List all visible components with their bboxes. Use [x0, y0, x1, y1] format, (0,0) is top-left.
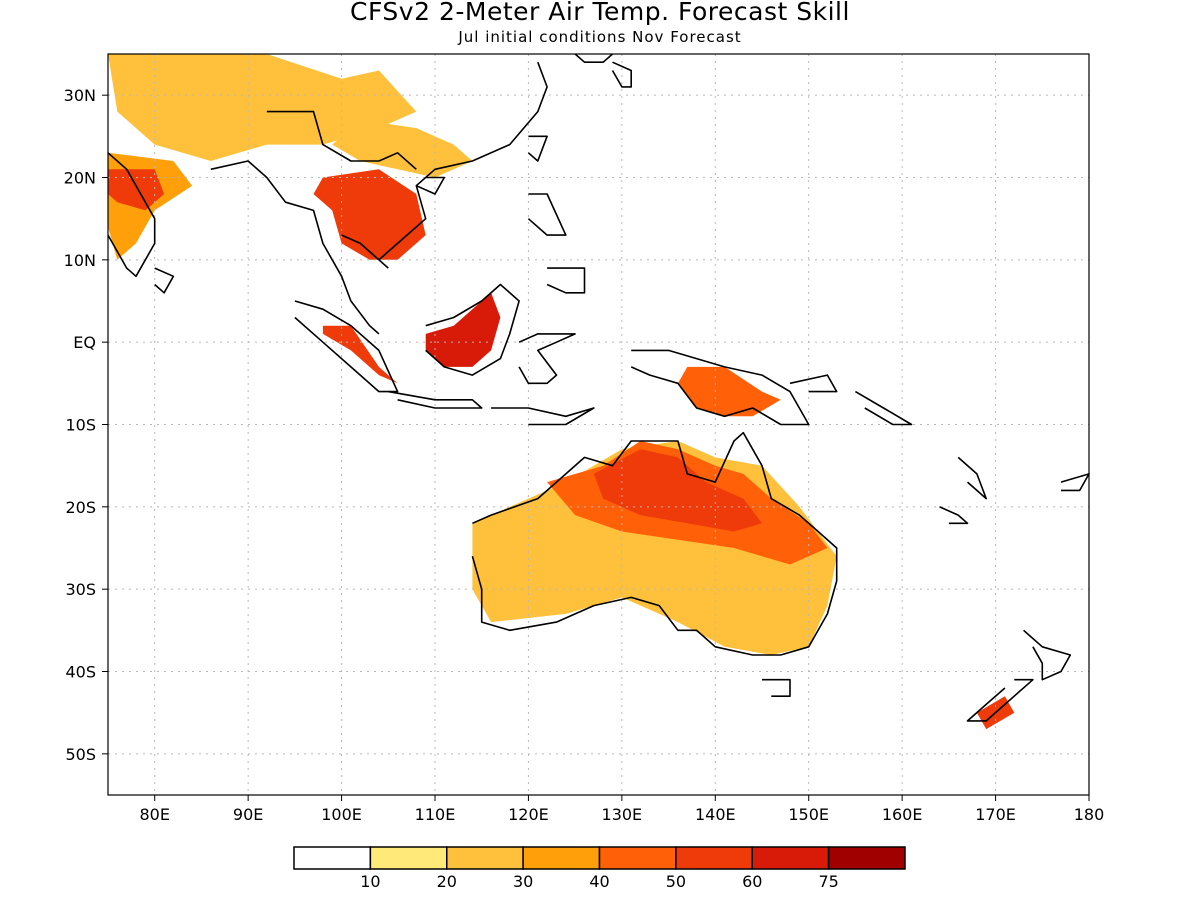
lon-tick-label: 80E [139, 805, 169, 824]
coastline-new-guinea [630, 349, 810, 426]
skill-region-borneo [425, 292, 501, 367]
skill-region-india-core [108, 169, 165, 211]
map-title: CFSv2 2-Meter Air Temp. Forecast Skill [350, 0, 850, 26]
lat-tick-label: 10S [65, 416, 96, 435]
coastline-tasmania [762, 678, 791, 698]
coastline-sulawesi [518, 333, 576, 385]
coastline-nz-south [966, 678, 1034, 722]
coastline-taiwan [527, 135, 548, 162]
coastline-luzon [527, 193, 567, 236]
coastline-java [388, 390, 483, 409]
lat-tick-label: EQ [73, 333, 96, 352]
coastline-india [107, 152, 156, 278]
lon-tick-label: 150E [788, 805, 829, 824]
coastline-hainan [415, 176, 446, 195]
lon-tick-label: 90E [233, 805, 263, 824]
colorbar-label: 30 [513, 872, 533, 891]
colorbar-label: 20 [437, 872, 457, 891]
coastline-gulf-thailand [341, 234, 389, 269]
lon-tick-label: 180 [1074, 805, 1105, 824]
map-subtitle: Jul initial conditions Nov Forecast [458, 28, 742, 46]
colorbar-swatch [675, 846, 753, 870]
coastline-bay-bengal-east [210, 160, 380, 335]
coastlines [107, 53, 1090, 722]
skill-region-australia-core [593, 449, 762, 532]
skill-region-china-south [332, 119, 473, 178]
colorbar-swatch [446, 846, 524, 870]
skill-region-new-guinea [677, 366, 781, 417]
colorbar: 10 20 30 40 50 60 75 [293, 846, 906, 891]
lon-tick-label: 110E [415, 805, 456, 824]
lon-tick-label: 160E [882, 805, 923, 824]
coastline-lesser-sunda [491, 407, 595, 426]
lon-tick-label: 170E [975, 805, 1016, 824]
coastline-nz-north [1023, 629, 1072, 681]
lat-tick-label: 30N [64, 86, 96, 105]
coastline-solomons [854, 390, 913, 426]
colorbar-label: 10 [360, 872, 380, 891]
axis-ticks: 80E 90E 100E 110E 120E 130E 140E 150E 160E 170E 18… [64, 86, 1105, 824]
coastline-korea-coast [574, 53, 614, 64]
colorbar-swatch [827, 846, 906, 870]
skill-region-indochina [313, 169, 426, 260]
coastline-south-china-coast [378, 61, 548, 261]
lon-tick-label: 130E [602, 805, 643, 824]
coastline-sri-lanka [154, 267, 175, 294]
gridlines [108, 54, 1089, 795]
coastline-sumatra [294, 300, 399, 393]
colorbar-swatch [369, 846, 448, 870]
colorbar-label: 60 [742, 872, 762, 891]
coastline-australia [471, 431, 838, 656]
colorbar-swatch [293, 846, 372, 870]
coastline-new-britain [789, 374, 838, 393]
lat-tick-label: 20S [65, 498, 96, 517]
skill-region-south-asia-north [108, 54, 417, 161]
colorbar-label: 75 [818, 872, 838, 891]
lat-tick-label: 50S [65, 745, 96, 764]
skill-fill-layer [108, 54, 1015, 730]
lat-tick-label: 40S [65, 663, 96, 682]
colorbar-label: 40 [589, 872, 609, 891]
skill-region-sumatra [322, 325, 398, 384]
coastline-japan-kyushu [611, 61, 633, 88]
lat-tick-label: 20N [64, 169, 96, 188]
colorbar-swatch [751, 846, 830, 870]
coastline-fiji [1060, 473, 1090, 492]
colorbar-swatch [598, 846, 677, 870]
coastline-borneo [425, 283, 520, 376]
coastline-china-border [266, 110, 417, 170]
lon-tick-label: 100E [321, 805, 362, 824]
colorbar-label: 50 [666, 872, 686, 891]
colorbar-swatch [522, 846, 601, 870]
lon-tick-label: 120E [508, 805, 549, 824]
lon-tick-label: 140E [695, 805, 736, 824]
coastline-new-caledonia [939, 506, 969, 525]
lat-tick-label: 30S [65, 580, 96, 599]
lat-tick-label: 10N [64, 251, 96, 270]
coastline-mindanao [546, 267, 586, 294]
coastline-vanuatu [957, 456, 988, 500]
